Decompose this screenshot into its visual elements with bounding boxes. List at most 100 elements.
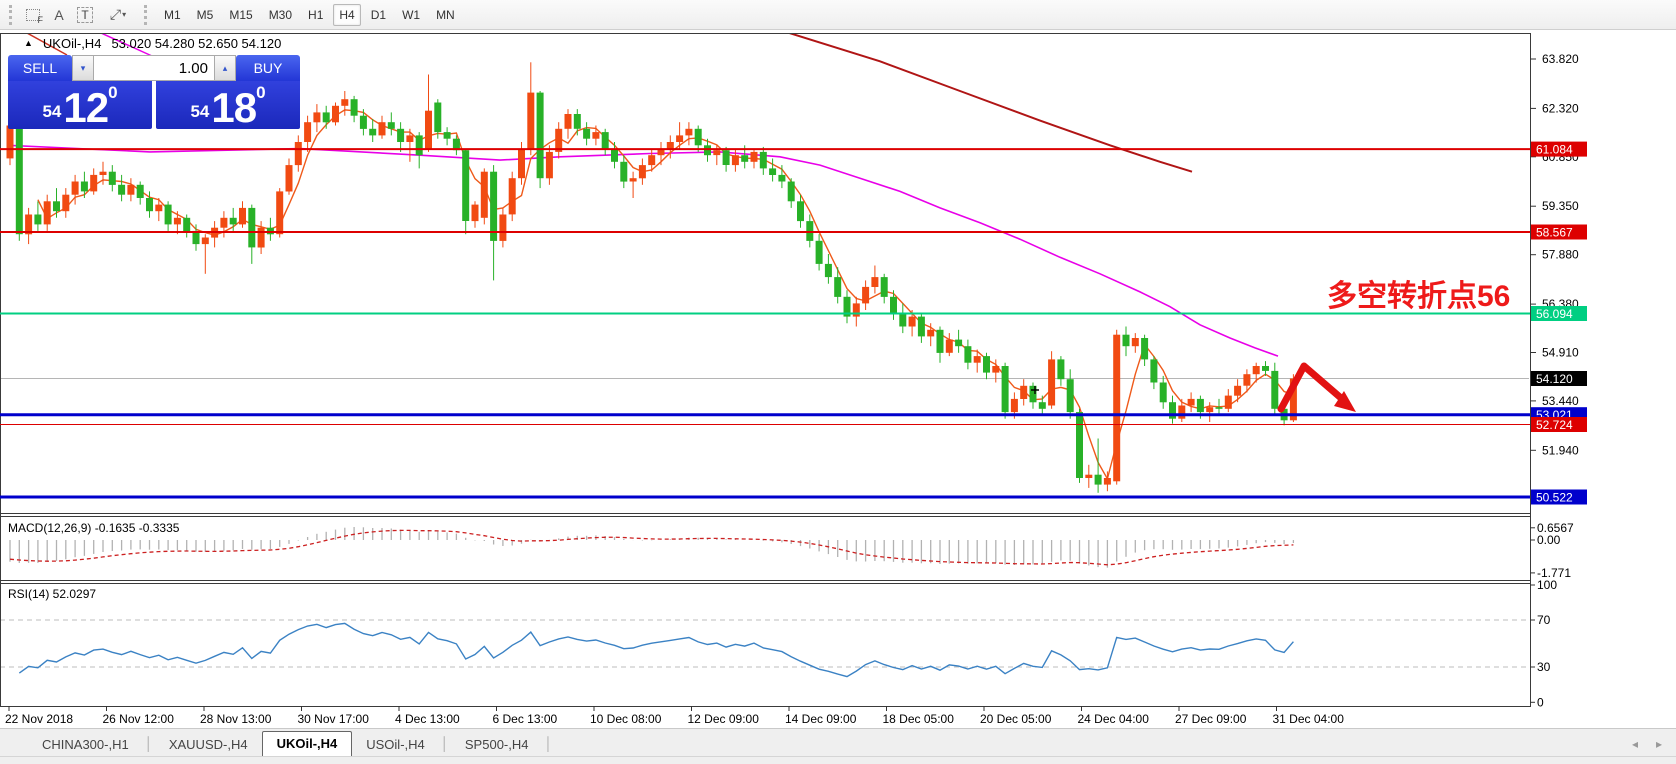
timeframe-toolbar: M1 M5 M15 M30 H1 H4 D1 W1 MN [156, 3, 463, 26]
candle [899, 313, 907, 327]
candle [322, 112, 330, 123]
candle [555, 128, 563, 152]
candle [1206, 407, 1214, 413]
rsi-axis-label: 100 [1537, 578, 1557, 592]
time-axis-label: 28 Nov 13:00 [200, 712, 272, 726]
timeframe-button-h1[interactable]: H1 [308, 7, 324, 22]
candle [313, 112, 321, 123]
sell-price-display[interactable]: 54 12 0 [8, 81, 152, 129]
top-toolbar: F A T ⤢ ▾ M1 M5 M15 M30 H1 H4 D1 W1 MN [0, 0, 1676, 30]
candle [118, 184, 126, 195]
candle [1020, 385, 1028, 399]
candle [397, 128, 405, 142]
trendline-stub[interactable] [27, 33, 68, 56]
candle [434, 102, 442, 133]
candle [1178, 405, 1186, 419]
candle [527, 92, 535, 149]
main-price-pane [1, 33, 1529, 493]
candle [983, 356, 990, 373]
buy-price-display[interactable]: 54 18 0 [156, 81, 300, 129]
candle [257, 227, 265, 248]
text-label-a-icon[interactable]: A [54, 6, 64, 23]
chart-title: ▲ UKOil-,H4 53.020 54.280 52.650 54.120 [24, 36, 281, 51]
candle [1048, 359, 1056, 406]
trendline-stub[interactable] [101, 33, 153, 57]
grid-glyph: F [26, 8, 43, 25]
timeframe-button-m5[interactable]: M5 [196, 7, 214, 22]
volume-decrease-button[interactable]: ▾ [72, 55, 94, 81]
candle [834, 277, 842, 297]
candle [350, 99, 358, 116]
candle [731, 155, 739, 166]
candle [797, 201, 804, 222]
objects-tool-icon[interactable]: ⤢ ▾ [109, 6, 127, 22]
toolbar-grip-2[interactable] [144, 4, 149, 25]
candle [1234, 385, 1242, 396]
candle [201, 237, 209, 245]
time-axis-label: 27 Dec 09:00 [1175, 712, 1247, 726]
tab-separator: │ [440, 736, 449, 751]
toolbar-grip[interactable] [9, 4, 14, 25]
time-axis-label: 10 Dec 08:00 [590, 712, 662, 726]
candle [704, 145, 711, 156]
buy-button[interactable]: BUY [236, 55, 300, 81]
time-axis-label: 22 Nov 2018 [5, 712, 73, 726]
rsi-axis-label: 0 [1537, 695, 1544, 709]
time-axis-label: 6 Dec 13:00 [493, 712, 558, 726]
candle [1131, 338, 1139, 347]
time-axis-label: 14 Dec 09:00 [785, 712, 857, 726]
candle [1187, 398, 1195, 406]
candle [1262, 366, 1269, 371]
timeframe-button-mn[interactable]: MN [436, 7, 455, 22]
chart-tab-sp500h4[interactable]: SP500-,H4 [464, 737, 529, 752]
candle [1150, 359, 1158, 383]
candle [583, 128, 591, 139]
snap-grid-f-icon[interactable]: F [21, 4, 45, 26]
timeframe-button-w1[interactable]: W1 [402, 7, 421, 22]
candle [852, 303, 860, 317]
collapse-triangle-icon[interactable]: ▲ [24, 38, 33, 48]
timeframe-button-m30[interactable]: M30 [268, 7, 293, 22]
candle [1289, 378, 1297, 421]
annotation-arrow[interactable] [1277, 362, 1345, 413]
ohlc-values: 53.020 54.280 52.650 54.120 [111, 36, 282, 51]
timeframe-button-d1[interactable]: D1 [370, 7, 387, 22]
time-axis-label: 31 Dec 04:00 [1273, 712, 1345, 726]
tabs-scroll-left-icon[interactable]: ◂ [1631, 737, 1638, 751]
timeframe-button-m1[interactable]: M1 [164, 7, 181, 22]
volume-increase-button[interactable]: ▴ [214, 55, 236, 81]
candle [1196, 398, 1204, 413]
chart-tab-xauusdh4[interactable]: XAUUSD-,H4 [168, 737, 248, 752]
time-axis-label: 20 Dec 05:00 [980, 712, 1052, 726]
candle [973, 356, 981, 363]
time-axis-label: 26 Nov 12:00 [103, 712, 175, 726]
rsi-pane [1, 619, 1529, 678]
chart-tab-ukoilh4[interactable]: UKOil-,H4 [261, 731, 353, 757]
candle [638, 165, 646, 179]
rsi-axis-label: 30 [1537, 660, 1551, 674]
candle [462, 150, 470, 221]
candle [1076, 412, 1083, 478]
candle [341, 99, 349, 106]
chart-tab-usoilh4[interactable]: USOil-,H4 [366, 737, 425, 752]
candle [536, 92, 544, 179]
candle [425, 110, 432, 149]
candle [592, 132, 600, 139]
candle [1103, 478, 1111, 485]
chart-tab-china300h1[interactable]: CHINA300-,H1 [42, 737, 129, 752]
annotation-text[interactable]: 多空转折点56 [1327, 280, 1510, 313]
candle [1066, 379, 1074, 413]
timeframe-button-m15[interactable]: M15 [229, 7, 253, 22]
candle [666, 142, 674, 149]
sell-button[interactable]: SELL [8, 55, 72, 81]
text-tool-t-icon[interactable]: T [73, 4, 97, 26]
volume-input[interactable] [94, 56, 214, 80]
tabs-scroll-right-icon[interactable]: ▸ [1655, 737, 1662, 751]
timeframe-button-h4[interactable]: H4 [333, 3, 361, 26]
price-badge [1531, 224, 1587, 240]
candle [136, 184, 144, 198]
candle [332, 105, 339, 123]
candle [15, 125, 23, 235]
candle [248, 207, 256, 248]
